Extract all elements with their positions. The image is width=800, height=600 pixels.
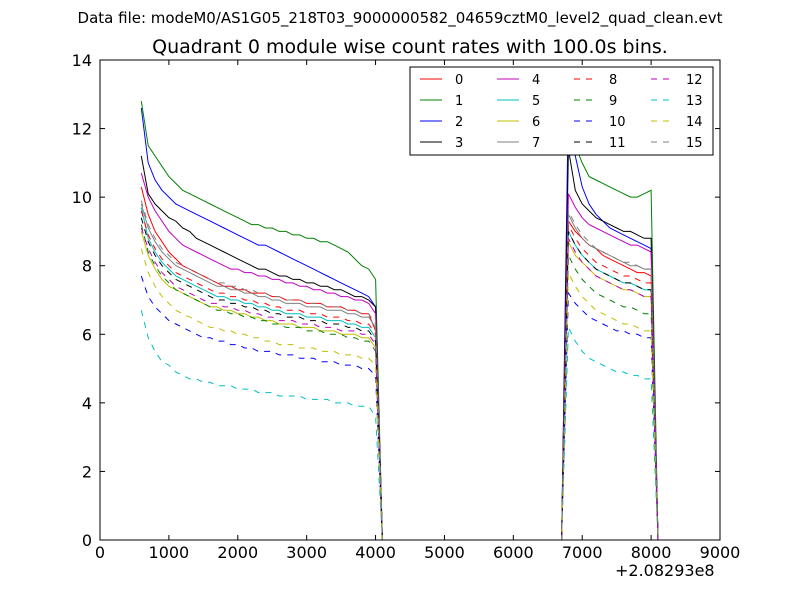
y-tick-label: 6 <box>82 325 92 344</box>
series-line-7 <box>140 203 659 541</box>
series-line-14 <box>140 248 659 541</box>
legend-label-6: 6 <box>532 115 540 130</box>
y-tick-label: 14 <box>72 51 92 70</box>
legend-label-15: 15 <box>686 136 703 151</box>
legend-label-2: 2 <box>455 115 463 130</box>
legend-label-3: 3 <box>455 136 463 151</box>
legend-box <box>409 66 714 156</box>
legend-label-11: 11 <box>609 136 626 151</box>
legend-label-9: 9 <box>609 94 617 109</box>
figure-suptitle: Data file: modeM0/AS1G05_218T03_90000005… <box>77 9 723 27</box>
series-line-6 <box>140 231 659 541</box>
legend-label-7: 7 <box>532 136 540 151</box>
series-line-8 <box>140 210 659 541</box>
legend-label-5: 5 <box>532 94 540 109</box>
series-line-5 <box>140 207 659 541</box>
x-tick-label: 3000 <box>286 543 327 562</box>
x-tick-label: 7000 <box>562 543 603 562</box>
legend-label-1: 1 <box>455 94 463 109</box>
series-line-0 <box>140 186 659 541</box>
x-tick-label: 6000 <box>493 543 534 562</box>
series-line-9 <box>140 224 659 541</box>
x-tick-label: 1000 <box>149 543 190 562</box>
legend-label-0: 0 <box>455 73 463 88</box>
y-tick-label: 4 <box>82 394 92 413</box>
x-tick-label: 4000 <box>355 543 396 562</box>
x-tick-label: 8000 <box>631 543 672 562</box>
series-line-13 <box>140 310 659 541</box>
plot-frame <box>99 59 721 541</box>
series-line-11 <box>140 217 659 541</box>
series-line-1 <box>140 101 659 541</box>
chart-title: Quadrant 0 module wise count rates with … <box>152 36 668 58</box>
legend-label-8: 8 <box>609 73 617 88</box>
x-tick-label: 0 <box>95 543 105 562</box>
y-tick-label: 8 <box>82 257 92 276</box>
y-tick-label: 0 <box>82 531 92 550</box>
series-line-10 <box>140 275 659 541</box>
legend-label-12: 12 <box>686 73 703 88</box>
legend-label-13: 13 <box>686 94 703 109</box>
y-tick-label: 10 <box>72 188 92 207</box>
series-line-4 <box>140 172 659 541</box>
y-tick-label: 2 <box>82 462 92 481</box>
y-tick-label: 12 <box>72 120 92 139</box>
series-line-2 <box>140 101 659 541</box>
x-tick-label: 5000 <box>424 543 465 562</box>
legend-label-10: 10 <box>609 115 626 130</box>
legend-label-4: 4 <box>532 73 540 88</box>
x-tick-label: 9000 <box>700 543 741 562</box>
series-line-15 <box>140 200 659 541</box>
x-tick-label: 2000 <box>217 543 258 562</box>
x-axis-offset-label: +2.08293e8 <box>615 561 715 580</box>
legend-label-14: 14 <box>686 115 703 130</box>
series-line-12 <box>140 227 659 541</box>
